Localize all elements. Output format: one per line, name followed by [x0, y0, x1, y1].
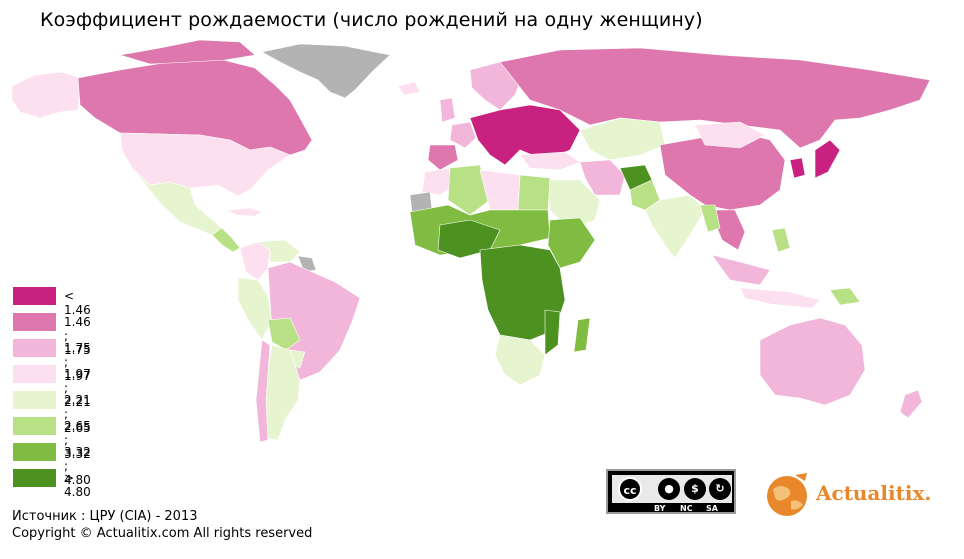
region-egypt [517, 174, 551, 211]
region-uk [439, 97, 456, 123]
region-caribbean [227, 207, 263, 217]
legend-label: 2.21 ; 2.65 [64, 393, 91, 435]
region-iran [579, 159, 626, 196]
legend-label: > 4.80 [64, 471, 91, 499]
legend-label: 2.65 ; 3.32 [64, 419, 91, 461]
region-chile [255, 339, 271, 443]
region-libya [479, 169, 521, 211]
region-malaysia [711, 254, 771, 286]
legend-swatch [12, 312, 57, 332]
region-indochina [709, 209, 746, 251]
region-japan [814, 139, 841, 179]
cc-icons-strip: cc ● $ ↻ [612, 475, 732, 503]
region-alaska [11, 71, 81, 119]
region-india [644, 194, 706, 259]
region-peru [237, 277, 273, 341]
logo-text: Actualitix [816, 481, 925, 505]
region-france [449, 121, 477, 149]
legend-label: 3.32 ; 4.80 [64, 445, 91, 487]
copyright-text: Copyright © Actualitix.com All rights re… [12, 526, 313, 541]
legend-label: 1.75 ; 1.97 [64, 341, 91, 383]
region-southern-africa [494, 334, 546, 386]
region-indonesia [739, 287, 821, 309]
sharealike-icon: ↻ [709, 478, 731, 500]
region-australia [759, 317, 866, 406]
region-turkey [519, 151, 581, 171]
logo-dot: . [924, 481, 932, 505]
region-russia [499, 47, 931, 149]
region-greenland [261, 43, 391, 99]
region-colombia [239, 241, 271, 281]
attribution-icon: ● [658, 478, 680, 500]
cc-label-by: BY [654, 504, 666, 513]
noncommercial-icon: $ [684, 478, 706, 500]
cc-license-badge[interactable]: cc ● $ ↻ BY NC SA [606, 469, 736, 514]
region-central-asia [579, 117, 666, 161]
region-iceland [397, 81, 421, 96]
region-canada-arctic [119, 39, 256, 65]
region-madagascar [573, 317, 591, 353]
legend-swatch [12, 390, 57, 410]
cc-label-sa: SA [706, 504, 718, 513]
cc-icon: cc [618, 477, 642, 501]
region-iberia [427, 144, 459, 171]
region-png [829, 287, 861, 306]
legend-swatch [12, 364, 57, 384]
legend-swatch [12, 338, 57, 358]
region-bolivia [267, 317, 301, 351]
legend-label: 1.97 ; 2.21 [64, 367, 91, 409]
legend-swatch [12, 442, 57, 462]
region-mozambique [544, 309, 561, 356]
region-algeria [447, 164, 491, 216]
region-horn-africa [547, 217, 596, 269]
source-text: Источник : ЦРУ (CIA) - 2013 [12, 509, 198, 524]
region-korea [789, 157, 806, 179]
region-myanmar [699, 204, 721, 233]
legend-swatch [12, 468, 57, 488]
legend-label: 1.46 ; 1.75 [64, 315, 91, 357]
region-arabia [544, 179, 601, 231]
region-new-zealand [899, 389, 923, 419]
region-mongolia [694, 121, 766, 149]
legend-swatch [12, 286, 57, 306]
legend-label: < 1.46 [64, 289, 91, 317]
legend-swatch [12, 416, 57, 436]
actualitix-globe-icon [767, 473, 807, 516]
region-philippines [771, 227, 791, 253]
actualitix-logo[interactable]: Actualitix. [816, 481, 931, 505]
cc-label-nc: NC [680, 504, 693, 513]
region-morocco [421, 167, 456, 196]
map-title: Коэффициент рождаемости (число рождений … [40, 9, 703, 31]
